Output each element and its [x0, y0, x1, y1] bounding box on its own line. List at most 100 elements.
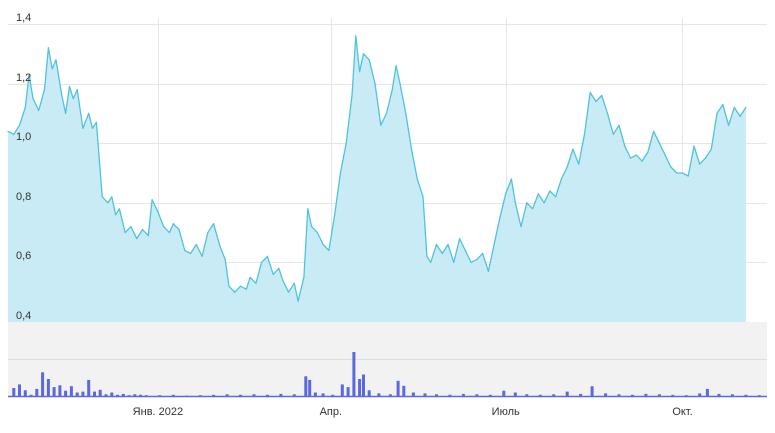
price-point: [61, 94, 63, 97]
volume-bar: [23, 390, 27, 398]
price-point: [612, 133, 614, 135]
volume-bar: [502, 390, 506, 397]
price-point: [520, 226, 522, 228]
price-point: [151, 199, 153, 201]
price-point: [399, 83, 401, 85]
price-point: [351, 94, 353, 97]
price-point: [704, 157, 707, 159]
y-tick-label: 1,2: [16, 72, 31, 84]
price-point: [410, 148, 413, 150]
price-point: [307, 208, 309, 210]
price-point: [245, 288, 247, 290]
price-point: [228, 285, 230, 287]
price-point: [641, 160, 643, 162]
price-point: [745, 106, 747, 108]
price-area-fill: [8, 35, 746, 323]
price-point: [224, 258, 226, 260]
price-point: [514, 202, 516, 204]
price-point: [572, 148, 574, 150]
volume-bar: [121, 393, 125, 398]
volume-bar: [58, 385, 62, 397]
price-point: [91, 127, 94, 129]
price-point: [76, 89, 78, 91]
price-point: [261, 261, 263, 263]
price-point: [368, 59, 370, 61]
x-tick-label: Окт.: [672, 406, 692, 418]
volume-bar: [362, 374, 365, 397]
price-point: [435, 243, 438, 246]
price-point: [293, 282, 295, 284]
volume-bar: [98, 389, 102, 397]
price-point: [147, 235, 149, 237]
price-point: [163, 226, 165, 228]
price-point: [65, 112, 67, 114]
price-point: [272, 273, 274, 275]
x-tick-label: Апр.: [320, 406, 342, 418]
price-point: [18, 124, 21, 126]
volume-bar: [12, 388, 16, 397]
volume-bar: [110, 392, 114, 397]
volume-bar: [705, 388, 709, 397]
volume-bar: [717, 393, 721, 398]
price-point: [676, 172, 678, 174]
price-point: [728, 124, 730, 126]
price-point: [68, 86, 71, 88]
volume-bar: [35, 388, 39, 397]
price-point: [681, 172, 684, 174]
price-point: [118, 208, 120, 210]
price-point: [189, 252, 192, 255]
price-point: [111, 196, 113, 198]
volume-panel: [8, 322, 767, 398]
price-point: [107, 202, 109, 204]
price-point: [493, 243, 495, 246]
volume-bar: [435, 394, 438, 397]
volume-bar: [525, 394, 529, 397]
volume-bar: [46, 379, 50, 397]
volume-bar: [225, 394, 229, 397]
volume-bar: [18, 384, 21, 397]
price-point: [168, 232, 170, 234]
price-point: [664, 154, 666, 156]
price-point: [287, 291, 290, 293]
price-point: [303, 276, 305, 278]
price-point: [207, 232, 209, 234]
price-point: [13, 133, 15, 135]
volume-bar: [87, 379, 91, 397]
price-point: [487, 270, 489, 272]
price-point: [653, 130, 655, 132]
volume-bar: [340, 384, 344, 397]
volume-bar: [346, 387, 350, 397]
y-tick-label: 1,0: [16, 131, 31, 143]
price-point: [334, 214, 336, 216]
price-point: [426, 255, 428, 257]
price-point: [722, 103, 724, 106]
price-point: [24, 106, 26, 108]
price-point: [157, 211, 159, 213]
price-point: [526, 202, 528, 204]
price-point: [345, 142, 347, 144]
price-point: [687, 175, 689, 177]
y-tick-label: 0,4: [16, 310, 31, 322]
volume-bar: [604, 393, 608, 397]
price-point: [658, 142, 661, 144]
price-point: [482, 252, 484, 255]
price-point: [647, 151, 649, 153]
volume-bar: [411, 392, 415, 397]
price-point: [601, 94, 603, 97]
volume-bar: [64, 390, 68, 397]
volume-bar: [396, 380, 400, 397]
volume-bar: [81, 391, 85, 397]
volume-bar: [579, 393, 583, 398]
volume-bar: [358, 379, 362, 397]
price-point: [266, 255, 268, 257]
volume-bar: [69, 386, 73, 397]
price-point: [141, 229, 144, 231]
price-point: [316, 232, 318, 234]
price-point: [595, 100, 597, 103]
price-point: [178, 229, 180, 231]
price-point: [239, 285, 242, 287]
price-point: [624, 145, 626, 147]
volume-bar: [513, 392, 517, 397]
price-point: [43, 89, 46, 91]
